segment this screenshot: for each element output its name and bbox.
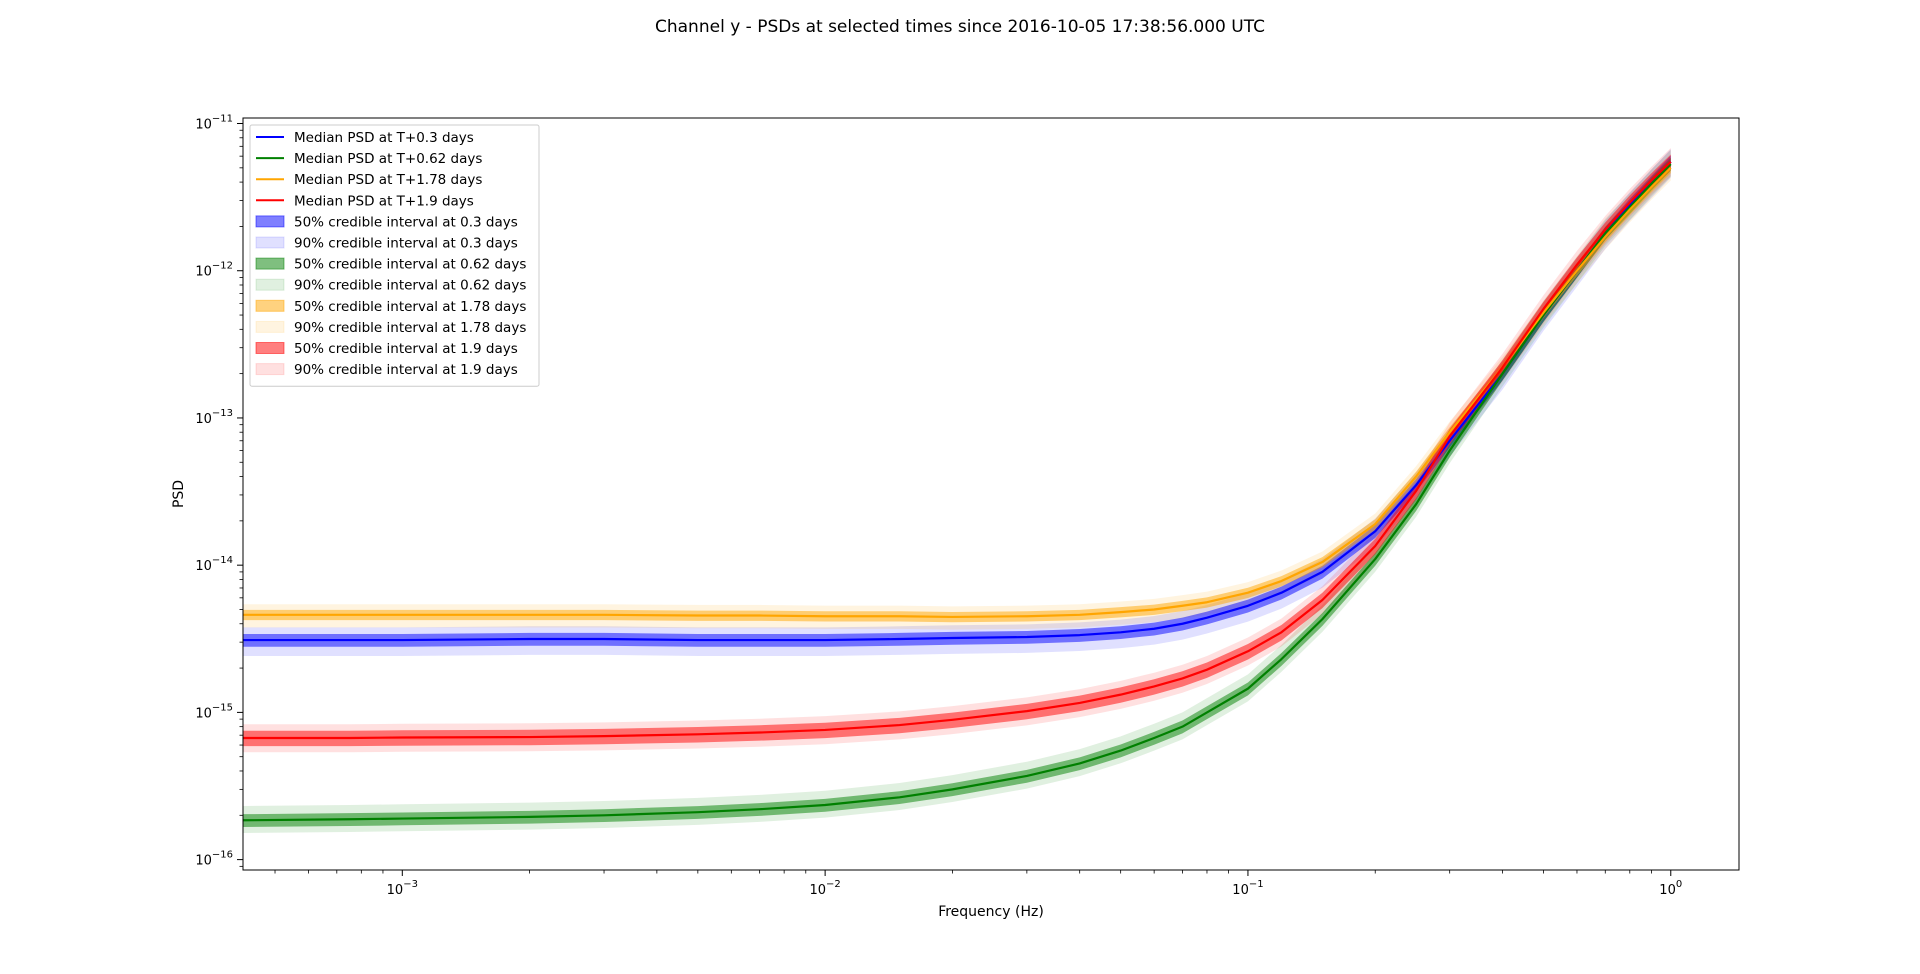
legend-label: Median PSD at T+0.3 days [294, 130, 474, 146]
x-axis-ticks: 10−3 10−2 10−1 100 [274, 870, 1682, 898]
y-axis-ticks: 10−16 10−15 10−14 10−13 10−12 10−11 [195, 114, 243, 869]
y-tick-label: 10−15 [195, 702, 233, 721]
legend-patch-swatch [255, 257, 285, 270]
y-axis-label: PSD [171, 480, 187, 508]
chart-title: Channel y - PSDs at selected times since… [655, 17, 1265, 37]
legend-patch-swatch [255, 363, 285, 376]
legend-patch-swatch [255, 299, 285, 312]
legend-label: 50% credible interval at 0.62 days [294, 257, 526, 273]
legend-box [249, 124, 540, 387]
legend-label: 50% credible interval at 1.9 days [294, 341, 518, 357]
median-lines [243, 160, 1672, 822]
plot-frame [242, 117, 1740, 871]
legend-label: Median PSD at T+1.78 days [294, 172, 482, 188]
legend-patch-swatch [255, 236, 285, 249]
legend-label: 90% credible interval at 0.3 days [294, 236, 518, 252]
x-tick-label: 100 [1659, 879, 1682, 898]
legend-label: 90% credible interval at 1.9 days [294, 362, 518, 378]
y-tick-label: 10−14 [195, 555, 233, 574]
credible-bands [243, 147, 1671, 833]
x-tick-label: 10−2 [809, 879, 840, 898]
legend-patch-swatch [255, 278, 285, 291]
median-line-3 [243, 160, 1672, 740]
y-tick-label: 10−11 [195, 114, 233, 133]
x-axis-label: Frequency (Hz) [938, 904, 1044, 920]
y-tick-label: 10−13 [195, 408, 233, 427]
legend-label: 50% credible interval at 0.3 days [294, 214, 518, 230]
legend: Median PSD at T+0.3 days Median PSD at T+… [249, 124, 540, 387]
y-tick-label: 10−16 [195, 850, 233, 869]
x-tick-label: 10−1 [1232, 879, 1263, 898]
legend-patch-swatch [255, 342, 285, 354]
median-line-2 [243, 167, 1672, 619]
legend-label: 90% credible interval at 0.62 days [294, 278, 526, 294]
legend-patch-swatch [255, 320, 285, 333]
legend-label: 50% credible interval at 1.78 days [294, 299, 526, 315]
legend-label: 90% credible interval at 1.78 days [294, 320, 526, 336]
legend-label: Median PSD at T+1.9 days [294, 193, 474, 209]
x-tick-label: 10−3 [387, 879, 418, 898]
legend-patch-swatch [255, 215, 285, 228]
legend-label: Median PSD at T+0.62 days [294, 151, 482, 167]
y-tick-label: 10−12 [195, 261, 233, 280]
